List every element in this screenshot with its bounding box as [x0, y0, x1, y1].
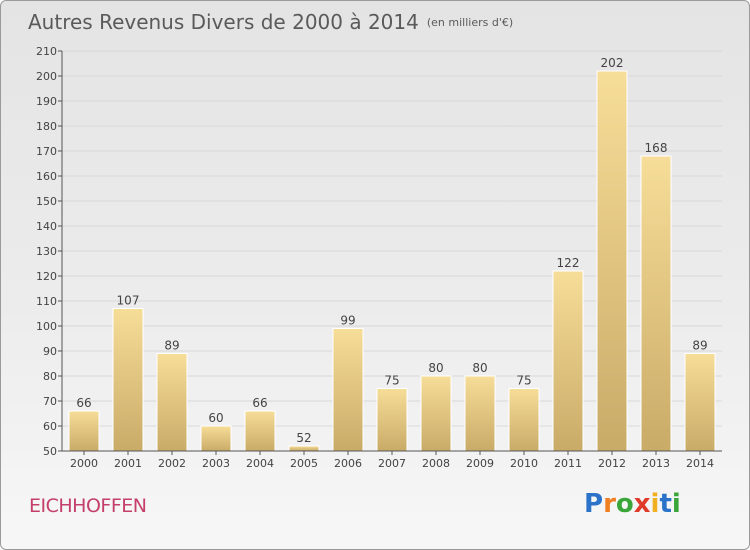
bar-2001: [112, 308, 144, 452]
logo-letter: t: [659, 489, 672, 519]
bar-2005: [288, 445, 320, 452]
chart-title: Autres Revenus Divers de 2000 à 2014: [28, 10, 419, 34]
y-tick-label: 200: [36, 70, 57, 83]
bar-2012: [596, 70, 628, 452]
x-tick-label: 2000: [70, 457, 98, 470]
bar-2013: [640, 155, 672, 452]
y-tick-label: 60: [43, 420, 57, 433]
y-tick-label: 130: [36, 245, 57, 258]
bar-2004: [244, 410, 276, 452]
y-tick-label: 120: [36, 270, 57, 283]
x-tick-label: 2003: [202, 457, 230, 470]
bar-2003: [200, 425, 232, 452]
value-label: 80: [472, 361, 487, 375]
y-tick-label: 140: [36, 220, 57, 233]
value-label: 89: [692, 339, 707, 353]
x-tick-label: 2005: [290, 457, 318, 470]
logo-letter: i: [671, 489, 681, 519]
y-tick-label: 170: [36, 145, 57, 158]
x-tick-label: 2001: [114, 457, 142, 470]
x-tick-label: 2007: [378, 457, 406, 470]
bar-2000: [68, 410, 100, 452]
bar-2011: [552, 270, 584, 452]
logo-letter: o: [615, 489, 634, 519]
bar-layer: [68, 70, 716, 452]
y-tick-label: 150: [36, 195, 57, 208]
value-label: 168: [645, 141, 668, 155]
value-label: 202: [601, 56, 624, 70]
x-tick-label: 2009: [466, 457, 494, 470]
x-tick-label: 2008: [422, 457, 450, 470]
value-label: 80: [428, 361, 443, 375]
x-tick-label: 2004: [246, 457, 274, 470]
x-tick-label: 2012: [598, 457, 626, 470]
value-label: 66: [252, 396, 267, 410]
bar-2007: [376, 388, 408, 452]
y-tick-label: 70: [43, 395, 57, 408]
title-row: Autres Revenus Divers de 2000 à 2014 (en …: [28, 10, 513, 34]
value-label: 60: [208, 411, 223, 425]
y-tick-label: 160: [36, 170, 57, 183]
bar-2009: [464, 375, 496, 452]
logo-letter: i: [650, 489, 660, 519]
x-tick-label: 2010: [510, 457, 538, 470]
value-label: 99: [340, 314, 355, 328]
x-tick-label: 2014: [686, 457, 714, 470]
value-label: 66: [76, 396, 91, 410]
x-tick-label: 2013: [642, 457, 670, 470]
y-tick-label: 190: [36, 95, 57, 108]
bar-2010: [508, 388, 540, 452]
commune-name: EICHHOFFEN: [29, 495, 147, 517]
value-label: 89: [164, 339, 179, 353]
x-tick-label: 2011: [554, 457, 582, 470]
value-label: 75: [516, 374, 531, 388]
bar-2002: [156, 353, 188, 452]
y-tick-label: 180: [36, 120, 57, 133]
bar-2008: [420, 375, 452, 452]
y-tick-label: 90: [43, 345, 57, 358]
logo-letter: P: [584, 489, 604, 519]
axis-layer: [58, 50, 722, 455]
value-label: 107: [117, 294, 140, 308]
y-tick-label: 110: [36, 295, 57, 308]
x-tick-label: 2002: [158, 457, 186, 470]
bar-2014: [684, 353, 716, 452]
y-tick-label: 50: [43, 445, 57, 458]
value-label: 75: [384, 374, 399, 388]
y-tick-label: 80: [43, 370, 57, 383]
value-label: 52: [296, 431, 311, 445]
y-tick-label: 100: [36, 320, 57, 333]
logo-letter: r: [603, 489, 616, 519]
x-tick-label: 2006: [334, 457, 362, 470]
proxiti-logo: Proxiti: [584, 489, 681, 519]
y-tick-label: 210: [36, 45, 57, 58]
label-layer: 50 60 70 80 90 100 110 120 130 140 150 160 170 180 190…: [36, 45, 714, 470]
chart-unit-label: (en milliers d'€): [426, 16, 514, 29]
value-label: 122: [557, 256, 580, 270]
logo-letter: x: [633, 489, 651, 519]
bar-2006: [332, 328, 364, 452]
